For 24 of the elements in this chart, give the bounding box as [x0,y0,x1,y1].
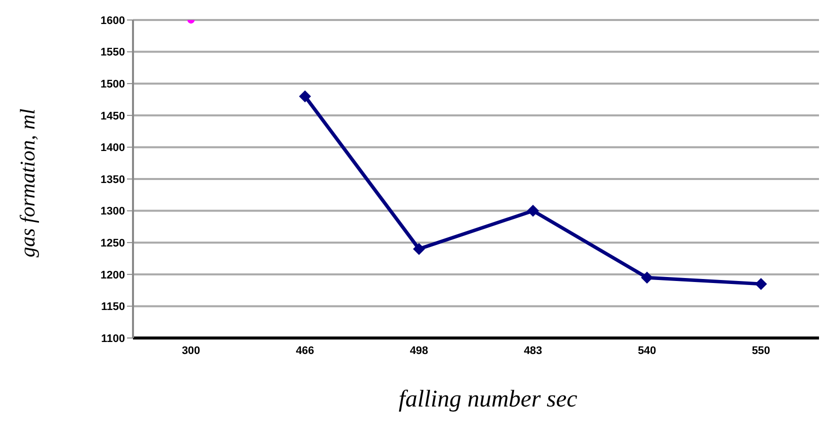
x-tick-label: 300 [182,344,200,357]
y-axis-title: gas formation, ml [16,108,40,258]
x-tick-label: 550 [752,344,770,357]
point [755,278,767,290]
x-axis-title: falling number sec [398,386,578,414]
x-tick-label: 466 [296,344,314,357]
y-tick-label: 1300 [100,206,125,218]
x-tick-label: 498 [410,344,428,357]
y-tick-label: 1250 [100,238,125,250]
y-tick-label: 1600 [100,14,125,27]
y-tick-label: 1450 [100,110,125,122]
y-tick-label: 1200 [100,269,125,282]
x-tick-label: 540 [638,344,656,357]
y-tick-label: 1350 [100,174,125,186]
x-tick-label: 483 [524,344,542,357]
y-tick-label: 1500 [100,78,125,91]
y-tick-label: 1400 [100,142,125,154]
point [527,204,539,217]
y-tick-label: 1150 [101,301,125,314]
y-tick-label: 1100 [101,332,125,345]
point [413,242,425,255]
point [299,90,311,102]
y-tick-label: 1550 [100,46,125,59]
point [641,272,653,284]
